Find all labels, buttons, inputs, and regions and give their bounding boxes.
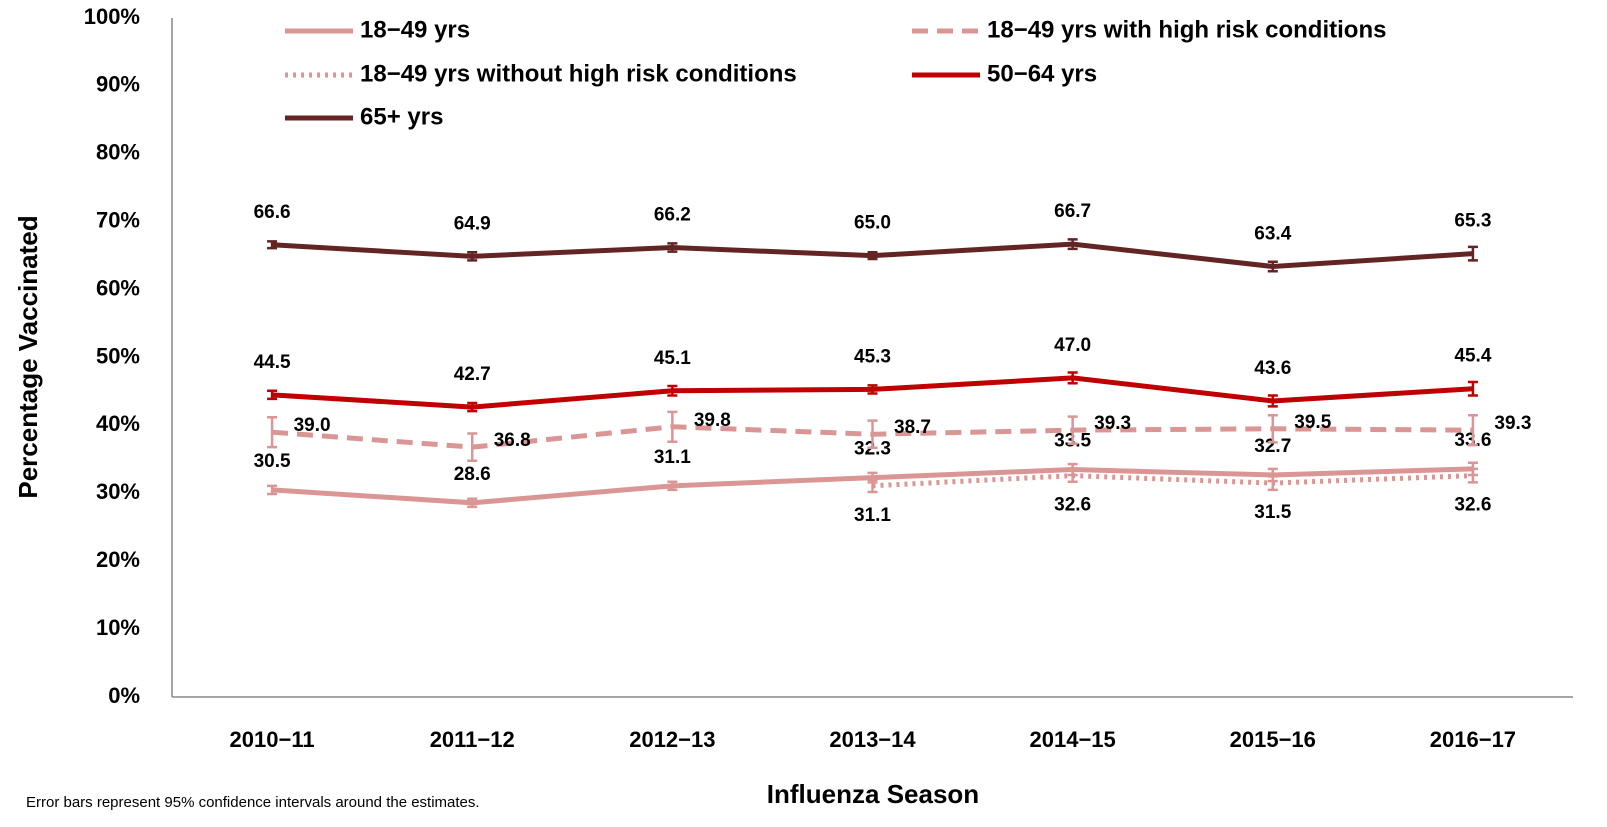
legend-label: 18−49 yrs	[360, 16, 470, 43]
error-bar	[467, 401, 478, 413]
x-tick-label: 2014−15	[1030, 727, 1116, 752]
data-label: 42.7	[454, 364, 491, 385]
x-tick-label: 2010−11	[230, 727, 315, 752]
data-label: 32.3	[854, 439, 891, 460]
error-bar	[1067, 371, 1078, 385]
y-tick-label: 20%	[96, 547, 140, 572]
data-label: 39.5	[1294, 412, 1331, 433]
series-line	[872, 473, 1474, 489]
y-tick-label: 10%	[96, 615, 140, 640]
data-label: 65.3	[1454, 211, 1491, 232]
legend-label: 18−49 yrs with high risk conditions	[987, 16, 1386, 43]
error-bar	[1067, 468, 1078, 484]
error-bar	[467, 251, 478, 262]
data-label: 45.1	[654, 348, 691, 369]
footnote: Error bars represent 95% confidence inte…	[26, 794, 480, 811]
error-bar	[467, 497, 478, 509]
data-label: 39.0	[294, 415, 331, 436]
y-tick-label: 50%	[96, 343, 140, 368]
legend-label: 18−49 yrs without high risk conditions	[360, 60, 797, 87]
data-label: 39.8	[694, 410, 731, 431]
error-bar	[1467, 413, 1478, 447]
legend-label: 50−64 yrs	[987, 60, 1097, 87]
error-bar	[1267, 475, 1278, 492]
error-bar	[867, 251, 878, 261]
data-label: 66.2	[654, 205, 691, 226]
y-tick-label: 100%	[84, 4, 140, 29]
y-tick-label: 70%	[96, 208, 140, 233]
y-tick-label: 30%	[96, 479, 140, 504]
error-bar	[267, 240, 278, 250]
data-label: 38.7	[894, 417, 931, 438]
data-label: 28.6	[454, 464, 491, 485]
data-label: 31.1	[654, 447, 691, 468]
error-bar	[667, 410, 678, 443]
data-label: 36.8	[494, 430, 531, 451]
y-tick-label: 60%	[96, 275, 140, 300]
error-bar	[667, 384, 678, 397]
error-bar	[867, 384, 878, 395]
error-bar	[1467, 245, 1478, 262]
legend-label: 65+ yrs	[360, 103, 443, 130]
data-label: 66.6	[254, 202, 291, 223]
error-bar	[1467, 467, 1478, 484]
data-label: 31.5	[1254, 502, 1291, 523]
y-tick-label: 40%	[96, 411, 140, 436]
error-bar	[1267, 413, 1278, 444]
error-bar	[667, 480, 678, 492]
data-label: 43.6	[1254, 358, 1291, 379]
y-tick-label: 80%	[96, 140, 140, 165]
y-tick-label: 0%	[108, 683, 140, 708]
error-bar	[267, 484, 278, 496]
data-label: 32.6	[1454, 495, 1491, 516]
error-bar	[267, 389, 278, 401]
data-label: 65.0	[854, 213, 891, 234]
x-tick-label: 2013−14	[829, 727, 916, 752]
x-tick-label: 2016−17	[1430, 727, 1516, 752]
data-label: 63.4	[1254, 224, 1291, 245]
error-bar	[1067, 238, 1078, 251]
error-bar	[467, 432, 478, 462]
error-bar	[1267, 394, 1278, 408]
error-bar	[267, 416, 278, 449]
data-label: 32.6	[1054, 495, 1091, 516]
error-bar	[867, 478, 878, 494]
error-bar	[1467, 380, 1478, 397]
data-label: 64.9	[454, 213, 491, 234]
x-tick-label: 2012−13	[629, 727, 715, 752]
error-bar	[867, 419, 878, 450]
data-label: 30.5	[254, 451, 291, 472]
data-label: 31.1	[854, 505, 891, 526]
error-bar	[667, 242, 678, 253]
y-tick-label: 90%	[96, 72, 140, 97]
x-axis-title: Influenza Season	[767, 779, 979, 809]
data-label: 47.0	[1054, 335, 1091, 356]
error-bar	[1067, 415, 1078, 445]
data-label: 39.3	[1094, 413, 1131, 434]
data-label: 45.3	[854, 346, 891, 367]
data-label: 32.7	[1254, 436, 1291, 457]
data-label: 39.3	[1494, 413, 1531, 434]
x-tick-label: 2011−12	[430, 727, 515, 752]
y-axis-title: Percentage Vaccinated	[13, 215, 43, 498]
data-label: 44.5	[254, 352, 291, 373]
x-tick-label: 2015−16	[1230, 727, 1316, 752]
data-label: 45.4	[1454, 346, 1491, 367]
data-label: 66.7	[1054, 201, 1091, 222]
error-bar	[1267, 260, 1278, 273]
